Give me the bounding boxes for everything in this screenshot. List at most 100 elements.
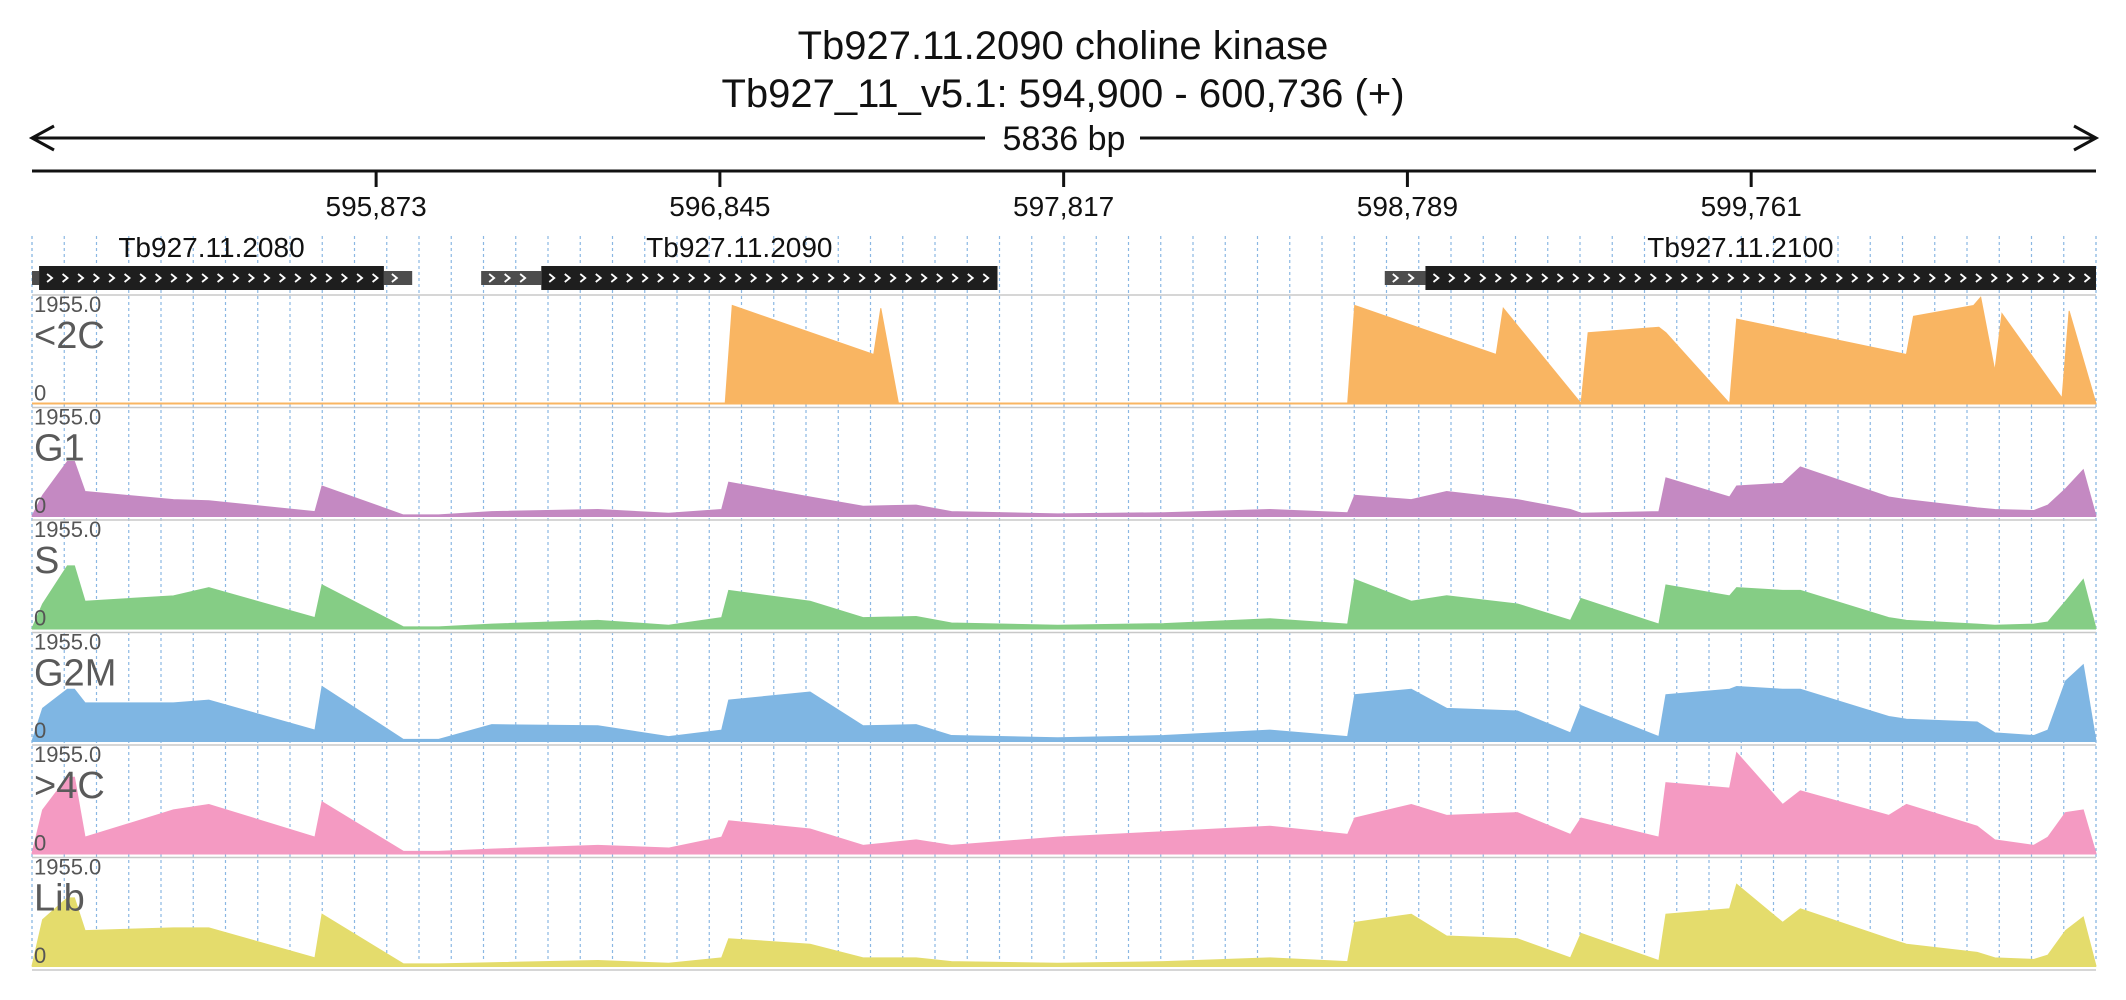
- strand-chevron: [564, 273, 572, 283]
- track-ymin-label: 0: [34, 381, 46, 406]
- strand-chevron: [2052, 273, 2060, 283]
- gene-cds: [541, 266, 998, 290]
- span-arrow-left: [28, 124, 55, 152]
- strand-chevron: [2068, 273, 2076, 283]
- strand-chevron: [232, 273, 240, 283]
- strand-chevron: [1680, 273, 1688, 283]
- strand-chevron: [1897, 273, 1905, 283]
- strand-chevron: [1711, 273, 1719, 283]
- track-name: >4C: [34, 765, 105, 807]
- strand-chevron: [657, 273, 665, 283]
- strand-chevron: [372, 273, 380, 283]
- coordinate-axis: 595,873 596,845 597,817 598,789 599,761: [32, 169, 2096, 222]
- strand-chevron: [858, 273, 866, 283]
- strand-chevron: [1572, 273, 1580, 283]
- track-ymax-label: 1955.0: [34, 855, 101, 880]
- strand-chevron: [1820, 273, 1828, 283]
- strand-chevron: [796, 273, 804, 283]
- strand-chevron: [1975, 273, 1983, 283]
- strand-chevron: [626, 273, 634, 283]
- axis-tick-label: 599,761: [1701, 191, 1802, 222]
- strand-chevron: [1742, 273, 1750, 283]
- track-ymax-label: 1955.0: [34, 405, 101, 430]
- strand-chevron: [294, 273, 302, 283]
- strand-chevron: [1758, 273, 1766, 283]
- span-label: 5836 bp: [1003, 120, 1126, 158]
- strand-chevron: [905, 273, 913, 283]
- strand-chevron: [1944, 273, 1952, 283]
- strand-chevron: [1866, 273, 1874, 283]
- gene-model: Tb927.11.2080: [32, 232, 413, 290]
- strand-chevron: [356, 273, 364, 283]
- strand-chevron: [62, 273, 70, 283]
- strand-chevron: [248, 273, 256, 283]
- gene-models: Tb927.11.2080 Tb927.11.2090 Tb927.11.2100: [32, 232, 2096, 290]
- coverage-track: 1955.0<2C 0: [32, 292, 2097, 406]
- strand-chevron: [519, 273, 527, 283]
- gene-cds: [1425, 266, 2096, 290]
- strand-chevron: [1727, 273, 1735, 283]
- strand-chevron: [920, 273, 928, 283]
- strand-chevron: [170, 273, 178, 283]
- strand-chevron: [610, 273, 618, 283]
- strand-chevron: [967, 273, 975, 283]
- span-ruler: 5836 bp: [28, 120, 2100, 158]
- strand-chevron: [1665, 273, 1673, 283]
- strand-chevron: [1432, 273, 1440, 283]
- strand-chevron: [263, 273, 271, 283]
- strand-chevron: [1913, 273, 1921, 283]
- track-name: G2M: [34, 653, 116, 695]
- strand-chevron: [1587, 273, 1595, 283]
- track-name: Lib: [34, 878, 85, 920]
- strand-chevron: [1928, 273, 1936, 283]
- strand-chevron: [391, 273, 399, 283]
- strand-chevron: [310, 273, 318, 283]
- track-ymin-label: 0: [34, 718, 46, 743]
- strand-chevron: [719, 273, 727, 283]
- strand-chevron: [325, 273, 333, 283]
- track-ymin-label: 0: [34, 831, 46, 856]
- strand-chevron: [889, 273, 897, 283]
- strand-chevron: [1603, 273, 1611, 283]
- strand-chevron: [2037, 273, 2045, 283]
- strand-chevron: [279, 273, 287, 283]
- gene-utr: [32, 271, 40, 285]
- span-arrow-right: [2073, 124, 2100, 152]
- strand-chevron: [46, 273, 54, 283]
- strand-chevron: [1525, 273, 1533, 283]
- coverage-track: 1955.0G1 0: [31, 405, 2097, 518]
- strand-chevron: [1448, 273, 1456, 283]
- strand-chevron: [579, 273, 587, 283]
- chart-title: Tb927.11.2090 choline kinase: [797, 24, 1329, 68]
- strand-chevron: [1541, 273, 1549, 283]
- coverage-area: [31, 565, 2097, 629]
- strand-chevron: [1407, 273, 1415, 283]
- gene-label: Tb927.11.2080: [118, 232, 304, 263]
- strand-chevron: [1804, 273, 1812, 283]
- track-name: G1: [34, 428, 85, 470]
- strand-chevron: [548, 273, 556, 283]
- strand-chevron: [1494, 273, 1502, 283]
- strand-chevron: [1510, 273, 1518, 283]
- strand-chevron: [781, 273, 789, 283]
- strand-chevron: [341, 273, 349, 283]
- strand-chevron: [201, 273, 209, 283]
- strand-chevron: [1649, 273, 1657, 283]
- strand-chevron: [1392, 273, 1400, 283]
- strand-chevron: [703, 273, 711, 283]
- strand-chevron: [2083, 273, 2091, 283]
- strand-chevron: [1556, 273, 1564, 283]
- gene-model: Tb927.11.2090: [481, 232, 998, 290]
- track-ymax-label: 1955.0: [34, 630, 101, 655]
- strand-chevron: [1773, 273, 1781, 283]
- strand-chevron: [217, 273, 225, 283]
- strand-chevron: [1696, 273, 1704, 283]
- chart-subtitle: Tb927_11_v5.1: 594,900 - 600,736 (+): [721, 72, 1405, 116]
- strand-chevron: [77, 273, 85, 283]
- strand-chevron: [688, 273, 696, 283]
- strand-chevron: [1634, 273, 1642, 283]
- strand-chevron: [1789, 273, 1797, 283]
- axis-tick-label: 595,873: [326, 191, 427, 222]
